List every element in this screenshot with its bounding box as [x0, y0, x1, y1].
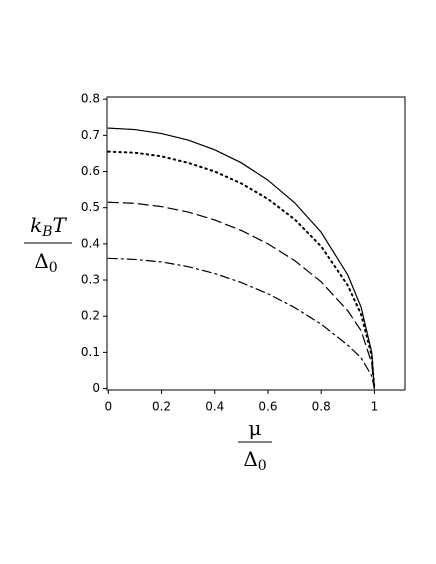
- x-tick-label: 0.8: [312, 400, 331, 414]
- x-label-denominator: Δ0: [243, 447, 266, 475]
- y-tick-label: 0.1: [81, 345, 100, 359]
- y-label-denominator: Δ0: [34, 249, 57, 277]
- y-label-numerator: kBT: [30, 213, 67, 241]
- y-tick-label: 0.6: [81, 164, 100, 178]
- x-tick-label: 0.6: [258, 400, 277, 414]
- x-tick-label: 0.2: [152, 400, 171, 414]
- y-tick-label: 0.4: [81, 236, 100, 250]
- series-line: [107, 150, 376, 390]
- x-tick-label: 1: [371, 400, 379, 414]
- x-tick-label: 0.4: [205, 400, 224, 414]
- series-line: [107, 257, 376, 390]
- plot-frame: [106, 96, 406, 391]
- y-tick-label: 0.3: [81, 273, 100, 287]
- y-tick-label: 0.7: [81, 128, 100, 142]
- series-line: [107, 201, 376, 390]
- y-tick-label: 0.2: [81, 309, 100, 323]
- series-line: [107, 127, 376, 390]
- x-label-numerator: μ: [249, 416, 262, 440]
- x-tick-label: 0: [105, 400, 113, 414]
- y-tick-label: 0: [92, 381, 100, 395]
- y-tick-label: 0.5: [81, 200, 100, 214]
- y-tick-label: 0.8: [81, 92, 100, 106]
